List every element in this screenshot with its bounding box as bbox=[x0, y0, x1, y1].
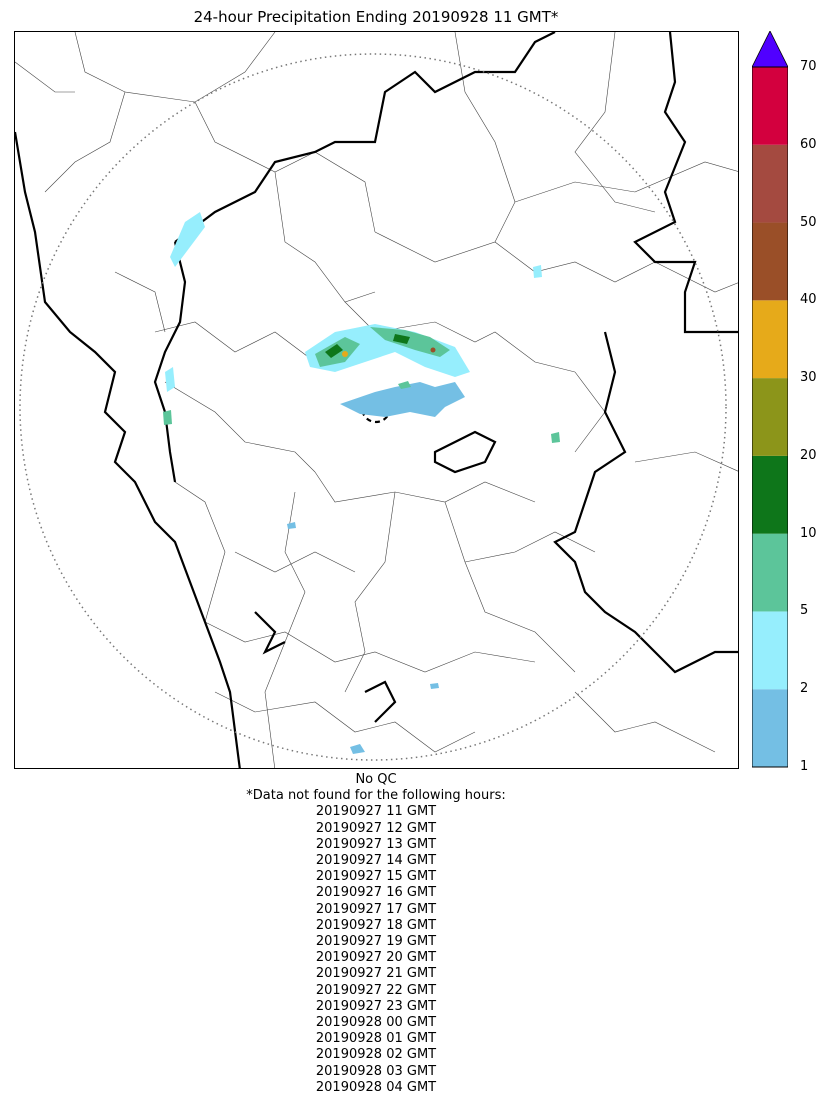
notes-block: No QC *Data not found for the following … bbox=[0, 772, 752, 1096]
colorbar-segment bbox=[752, 689, 788, 767]
missing-hour: 20190927 21 GMT bbox=[315, 966, 437, 982]
colorbar-segment bbox=[752, 455, 788, 534]
missing-hour: 20190927 18 GMT bbox=[315, 917, 437, 933]
missing-hour: 20190927 20 GMT bbox=[315, 950, 437, 966]
colorbar-segment bbox=[752, 300, 788, 379]
missing-hour: 20190927 23 GMT bbox=[315, 998, 437, 1014]
missing-hour: 20190927 12 GMT bbox=[315, 820, 437, 836]
colorbar-segment bbox=[752, 144, 788, 223]
precipitation-areas bbox=[163, 212, 560, 754]
colorbar-tick-label: 50 bbox=[800, 214, 817, 230]
map-title: 24-hour Precipitation Ending 20190928 11… bbox=[193, 8, 559, 26]
missing-hour: 20190928 01 GMT bbox=[315, 1031, 437, 1047]
missing-hour: 20190928 02 GMT bbox=[315, 1047, 437, 1063]
missing-hour: 20190927 16 GMT bbox=[315, 885, 437, 901]
colorbar-tick-label: 1 bbox=[800, 759, 809, 774]
colorbar-segments bbox=[752, 67, 788, 767]
missing-hour: 20190928 04 GMT bbox=[315, 1079, 437, 1095]
colorbar-tick-label: 40 bbox=[800, 292, 817, 308]
qc-note: No QC bbox=[355, 772, 397, 787]
colorbar-segment bbox=[752, 378, 788, 456]
missing-hour: 20190927 13 GMT bbox=[315, 836, 437, 852]
missing-hour: 20190927 11 GMT bbox=[315, 804, 437, 820]
missing-hour: 20190927 17 GMT bbox=[315, 901, 437, 917]
missing-hour: 20190927 15 GMT bbox=[315, 869, 437, 885]
state-boundaries bbox=[15, 32, 738, 768]
colorbar-segment bbox=[752, 533, 788, 612]
colorbar-tick-label: 2 bbox=[800, 681, 809, 697]
missing-hour: 20190928 03 GMT bbox=[315, 1063, 437, 1079]
colorbar-tick-label: 30 bbox=[800, 370, 817, 386]
colorbar-segment bbox=[752, 222, 788, 301]
colorbar-tick-label: 10 bbox=[800, 525, 817, 541]
colorbar-tick-label: 20 bbox=[800, 447, 817, 463]
radar-range-ring bbox=[19, 53, 727, 761]
missing-hour: 20190927 19 GMT bbox=[315, 934, 437, 950]
map-canvas bbox=[15, 32, 738, 768]
radar-map bbox=[14, 31, 739, 769]
colorbar-segment bbox=[752, 67, 788, 145]
missing-hour: 20190927 14 GMT bbox=[315, 853, 437, 869]
colorbar-segment bbox=[752, 611, 788, 690]
colorbar-extend-arrow bbox=[752, 31, 788, 68]
missing-header: *Data not found for the following hours: bbox=[246, 788, 506, 804]
colorbar-frame bbox=[752, 66, 788, 768]
colorbar-tick-label: 5 bbox=[800, 603, 809, 619]
colorbar-tick-label: 60 bbox=[800, 136, 817, 152]
missing-hour: 20190927 22 GMT bbox=[315, 982, 437, 998]
colorbar bbox=[752, 31, 788, 768]
colorbar-tick-label: 70 bbox=[800, 59, 817, 74]
missing-hour: 20190928 00 GMT bbox=[315, 1015, 437, 1031]
